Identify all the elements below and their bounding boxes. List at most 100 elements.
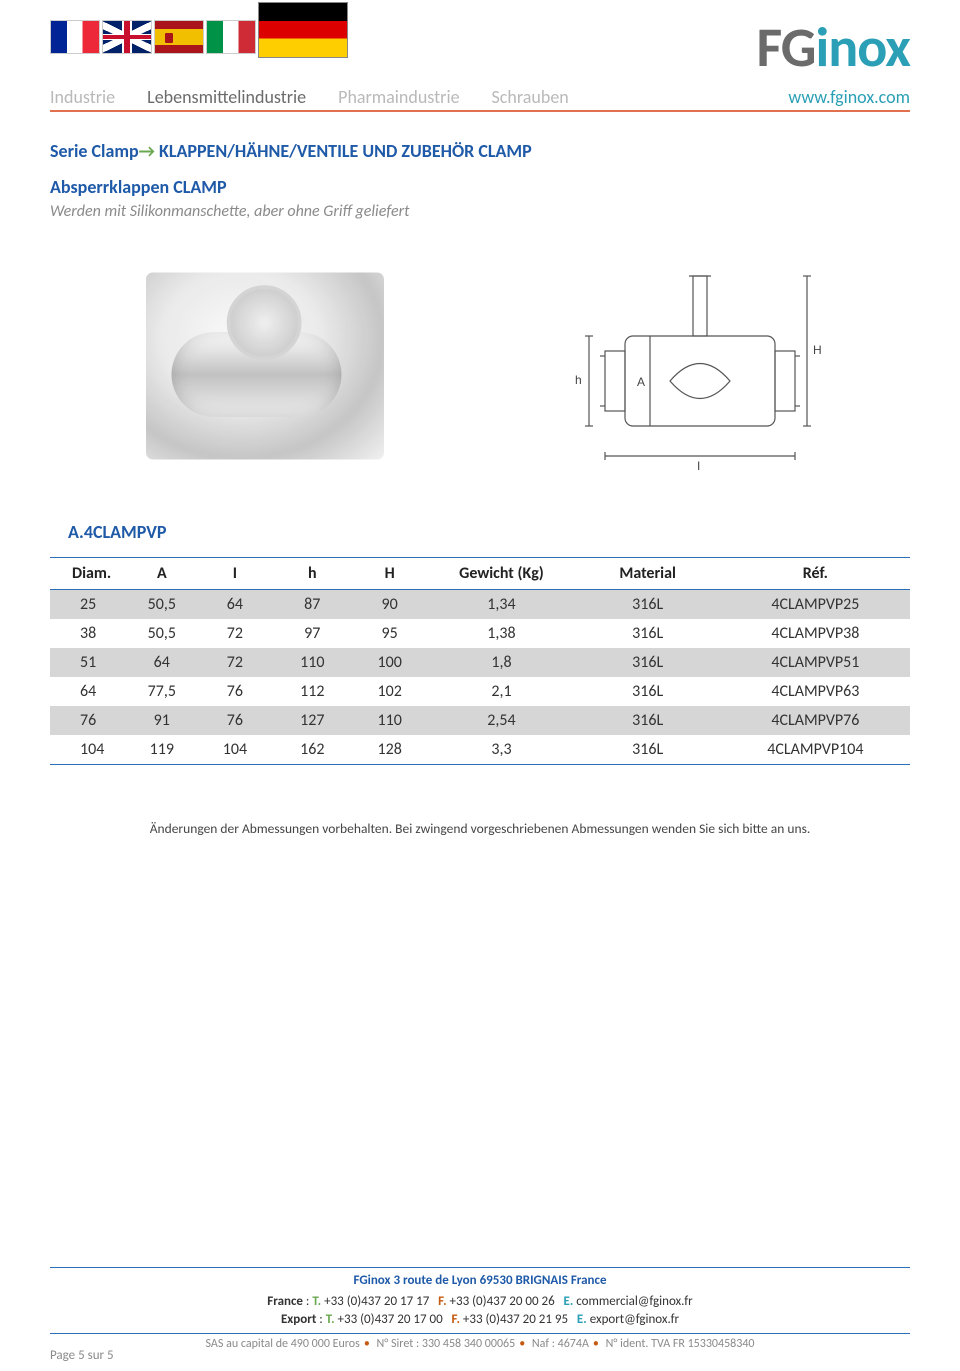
- nav-links: Industrie Lebensmittelindustrie Pharmain…: [50, 86, 569, 108]
- nav-link-industrie[interactable]: Industrie: [50, 86, 115, 108]
- table-row: 3850,57297951,38316L4CLAMPVP38: [50, 619, 910, 648]
- website-link[interactable]: www.fginox.com: [788, 86, 910, 108]
- bullet-icon: •: [593, 1337, 599, 1351]
- table-cell: 95: [351, 619, 428, 648]
- table-cell: 128: [351, 735, 428, 765]
- table-cell: 2,1: [428, 677, 574, 706]
- tel-marker-icon: T.: [326, 1312, 335, 1327]
- table-cell: 110: [274, 648, 351, 677]
- table-row: 6477,5761121022,1316L4CLAMPVP63: [50, 677, 910, 706]
- table-cell: 162: [274, 735, 351, 765]
- flag-italy-icon[interactable]: [206, 20, 256, 54]
- footer-export-email[interactable]: export@fginox.fr: [590, 1312, 679, 1327]
- logo-text: FGinox: [756, 20, 910, 76]
- table-cell: 90: [351, 590, 428, 620]
- table-cell: 50,5: [127, 619, 196, 648]
- page-number: Page 5 sur 5: [50, 1348, 114, 1363]
- table-cell: 316L: [575, 735, 721, 765]
- footer-france-tel: +33 (0)437 20 17 17: [324, 1294, 429, 1309]
- disclaimer: Änderungen der Abmessungen vorbehalten. …: [50, 820, 910, 837]
- table-cell: 1,34: [428, 590, 574, 620]
- table-cell: 4CLAMPVP104: [721, 735, 910, 765]
- language-flags: [50, 20, 348, 58]
- footer-export-tel: +33 (0)437 20 17 00: [338, 1312, 443, 1327]
- email-marker-icon: E.: [564, 1294, 574, 1309]
- table-header: H: [351, 558, 428, 590]
- table-cell: 4CLAMPVP38: [721, 619, 910, 648]
- table-cell: 102: [351, 677, 428, 706]
- footer-export-fax: +33 (0)437 20 21 95: [463, 1312, 568, 1327]
- table-cell: 104: [50, 735, 127, 765]
- tel-marker-icon: T.: [312, 1294, 321, 1309]
- table-cell: 64: [50, 677, 127, 706]
- table-row: 5164721101001,8316L4CLAMPVP51: [50, 648, 910, 677]
- footer-legal: SAS au capital de 490 000 Euros • N° Sire…: [50, 1337, 910, 1351]
- table-cell: 25: [50, 590, 127, 620]
- table-cell: 72: [196, 648, 273, 677]
- logo-teal: inox: [815, 14, 910, 82]
- table-cell: 110: [351, 706, 428, 735]
- footer-address: FGinox 3 route de Lyon 69530 BRIGNAIS Fr…: [50, 1272, 910, 1290]
- table-cell: 4CLAMPVP51: [721, 648, 910, 677]
- header: FGinox: [50, 20, 910, 76]
- footer-france-line: France : T. +33 (0)437 20 17 17 F. +33 (…: [50, 1293, 910, 1311]
- reference-code: A.4CLAMPVP: [68, 521, 910, 543]
- table-cell: 3,3: [428, 735, 574, 765]
- table-cell: 112: [274, 677, 351, 706]
- nav-link-lebensmittel[interactable]: Lebensmittelindustrie: [147, 86, 306, 108]
- table-header: Réf.: [721, 558, 910, 590]
- table-cell: 97: [274, 619, 351, 648]
- table-row: 1041191041621283,3316L4CLAMPVP104: [50, 735, 910, 765]
- table-cell: 316L: [575, 648, 721, 677]
- table-header: h: [274, 558, 351, 590]
- bullet-icon: •: [519, 1337, 525, 1351]
- table-cell: 77,5: [127, 677, 196, 706]
- table-cell: 4CLAMPVP63: [721, 677, 910, 706]
- table-cell: 76: [196, 677, 273, 706]
- table-cell: 119: [127, 735, 196, 765]
- table-row: 7691761271102,54316L4CLAMPVP76: [50, 706, 910, 735]
- footer-france-email[interactable]: commercial@fginox.fr: [576, 1294, 692, 1309]
- table-header: I: [196, 558, 273, 590]
- table-cell: 4CLAMPVP76: [721, 706, 910, 735]
- footer-export-line: Export : T. +33 (0)437 20 17 00 F. +33 (…: [50, 1311, 910, 1329]
- svg-text:H: H: [813, 343, 822, 357]
- images-row: H A h I: [50, 241, 910, 491]
- fax-marker-icon: F.: [438, 1294, 446, 1309]
- table-cell: 64: [196, 590, 273, 620]
- svg-text:I: I: [697, 459, 700, 473]
- nav-link-schrauben[interactable]: Schrauben: [492, 86, 569, 108]
- legal-capital: SAS au capital de 490 000 Euros: [206, 1337, 360, 1351]
- table-cell: 50,5: [127, 590, 196, 620]
- footer-france-label: France: [267, 1294, 303, 1309]
- svg-text:h: h: [575, 373, 582, 387]
- logo: FGinox: [756, 20, 910, 76]
- table-cell: 76: [196, 706, 273, 735]
- flag-spain-icon[interactable]: [154, 20, 204, 54]
- product-photo: [146, 273, 384, 460]
- section-title: Absperrklappen CLAMP: [50, 176, 910, 198]
- email-marker-icon: E.: [577, 1312, 587, 1327]
- table-cell: 1,38: [428, 619, 574, 648]
- table-cell: 38: [50, 619, 127, 648]
- table-header: Gewicht (Kg): [428, 558, 574, 590]
- flag-france-icon[interactable]: [50, 20, 100, 54]
- table-header: Material: [575, 558, 721, 590]
- flag-germany-icon[interactable]: [258, 2, 348, 58]
- legal-tva: N° ident. TVA FR 15330458340: [606, 1337, 755, 1351]
- table-cell: 4CLAMPVP25: [721, 590, 910, 620]
- table-cell: 316L: [575, 619, 721, 648]
- svg-text:A: A: [637, 375, 645, 389]
- nav-link-pharma[interactable]: Pharmaindustrie: [338, 86, 459, 108]
- table-cell: 316L: [575, 706, 721, 735]
- table-cell: 51: [50, 648, 127, 677]
- series-line: Serie Clamp→ KLAPPEN/HÄHNE/VENTILE UND Z…: [50, 140, 910, 162]
- nav-row: Industrie Lebensmittelindustrie Pharmain…: [50, 86, 910, 112]
- series-prefix: Serie Clamp: [50, 140, 139, 162]
- legal-siret: N° Siret : 330 458 340 00065: [377, 1337, 516, 1351]
- footer-box: FGinox 3 route de Lyon 69530 BRIGNAIS Fr…: [50, 1267, 910, 1334]
- footer-export-label: Export: [281, 1312, 316, 1327]
- flag-uk-icon[interactable]: [102, 20, 152, 54]
- footer: FGinox 3 route de Lyon 69530 BRIGNAIS Fr…: [0, 1267, 960, 1351]
- table-cell: 100: [351, 648, 428, 677]
